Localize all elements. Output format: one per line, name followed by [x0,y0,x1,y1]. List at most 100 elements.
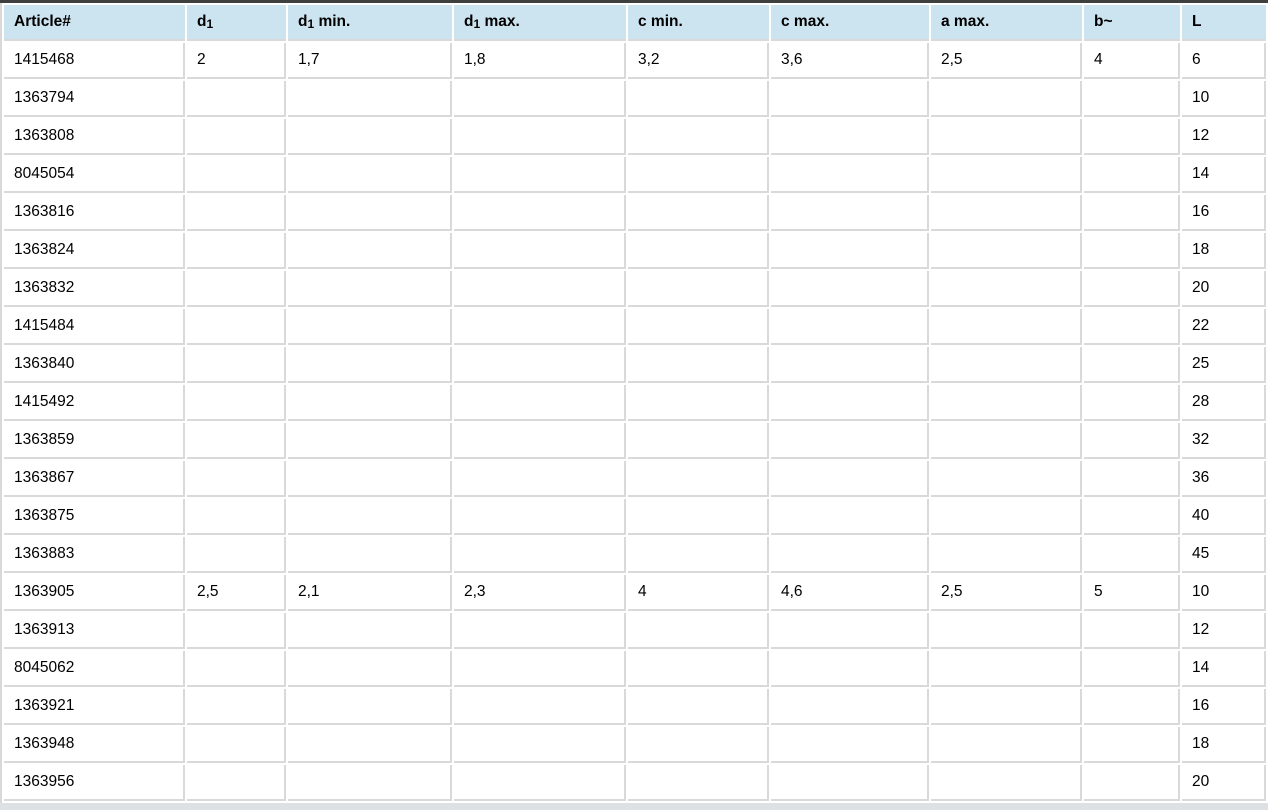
cell-d1 [187,385,286,421]
cell-article: 1363883 [4,537,185,573]
cell-c-min [628,765,769,801]
cell-d1-max [454,385,626,421]
cell-c-min [628,727,769,763]
cell-b [1084,347,1180,383]
cell-d1-max [454,689,626,725]
column-header-d1: d1 [187,5,286,41]
cell-a-max [931,689,1082,725]
bottom-divider-bar [0,803,1268,810]
cell-c-max [771,727,929,763]
cell-article: 1363875 [4,499,185,535]
cell-article: 1363921 [4,689,185,725]
cell-d1-max [454,233,626,269]
column-header-L: L [1182,5,1266,41]
table-row: 1363840 25 [4,347,1266,383]
cell-b [1084,385,1180,421]
cell-article: 1363794 [4,81,185,117]
cell-d1-min [288,461,452,497]
cell-a-max [931,81,1082,117]
cell-c-min [628,689,769,725]
table-row: 1363875 40 [4,499,1266,535]
cell-c-min [628,195,769,231]
cell-b [1084,157,1180,193]
cell-c-min [628,385,769,421]
cell-c-min [628,537,769,573]
cell-L: 28 [1182,385,1266,421]
cell-c-max [771,689,929,725]
cell-L: 20 [1182,271,1266,307]
cell-c-max [771,461,929,497]
table-row: 8045054 14 [4,157,1266,193]
cell-d1-min [288,423,452,459]
cell-c-max [771,499,929,535]
table-row: 1363808 12 [4,119,1266,155]
cell-d1 [187,613,286,649]
cell-L: 14 [1182,157,1266,193]
cell-c-min [628,81,769,117]
cell-article: 1363948 [4,727,185,763]
cell-d1-min [288,81,452,117]
cell-c-max [771,157,929,193]
cell-b [1084,727,1180,763]
cell-b [1084,195,1180,231]
cell-a-max [931,613,1082,649]
cell-article: 1415484 [4,309,185,345]
cell-b: 4 [1084,43,1180,79]
cell-a-max [931,461,1082,497]
cell-b [1084,651,1180,687]
cell-L: 22 [1182,309,1266,345]
cell-d1-min [288,195,452,231]
cell-c-min [628,347,769,383]
cell-L: 14 [1182,651,1266,687]
cell-L: 20 [1182,765,1266,801]
subscript-label: 1 [206,17,214,31]
cell-article: 1363808 [4,119,185,155]
cell-article: 1363824 [4,233,185,269]
cell-d1 [187,461,286,497]
cell-b [1084,119,1180,155]
cell-d1-max [454,157,626,193]
cell-d1: 2,5 [187,575,286,611]
cell-d1-min [288,271,452,307]
cell-article: 1415468 [4,43,185,79]
cell-d1-max [454,81,626,117]
cell-L: 40 [1182,499,1266,535]
cell-article: 1363956 [4,765,185,801]
column-header-d1-max: d1 max. [454,5,626,41]
cell-b [1084,499,1180,535]
cell-b [1084,537,1180,573]
cell-L: 36 [1182,461,1266,497]
cell-c-max [771,271,929,307]
cell-d1-max [454,727,626,763]
cell-article: 1363913 [4,613,185,649]
cell-L: 10 [1182,81,1266,117]
table-row: 1363824 18 [4,233,1266,269]
cell-b [1084,461,1180,497]
cell-b [1084,271,1180,307]
cell-d1-min [288,651,452,687]
cell-d1 [187,157,286,193]
cell-L: 32 [1182,423,1266,459]
cell-d1-max [454,309,626,345]
cell-d1-min [288,689,452,725]
cell-L: 12 [1182,119,1266,155]
cell-b [1084,233,1180,269]
cell-article: 1363840 [4,347,185,383]
cell-article: 1363867 [4,461,185,497]
cell-L: 18 [1182,727,1266,763]
cell-a-max [931,271,1082,307]
column-header-a-max: a max. [931,5,1082,41]
cell-d1-max [454,271,626,307]
table-row: 1363832 20 [4,271,1266,307]
product-dimensions-table: Article# d1 d1 min. d1 max. c min. c max. a ma… [0,3,1268,803]
cell-a-max [931,309,1082,345]
table-row: 1415484 22 [4,309,1266,345]
cell-d1-max [454,537,626,573]
cell-c-max [771,385,929,421]
cell-d1-min [288,309,452,345]
cell-L: 16 [1182,689,1266,725]
cell-article: 1363905 [4,575,185,611]
cell-d1-min [288,233,452,269]
cell-a-max [931,157,1082,193]
